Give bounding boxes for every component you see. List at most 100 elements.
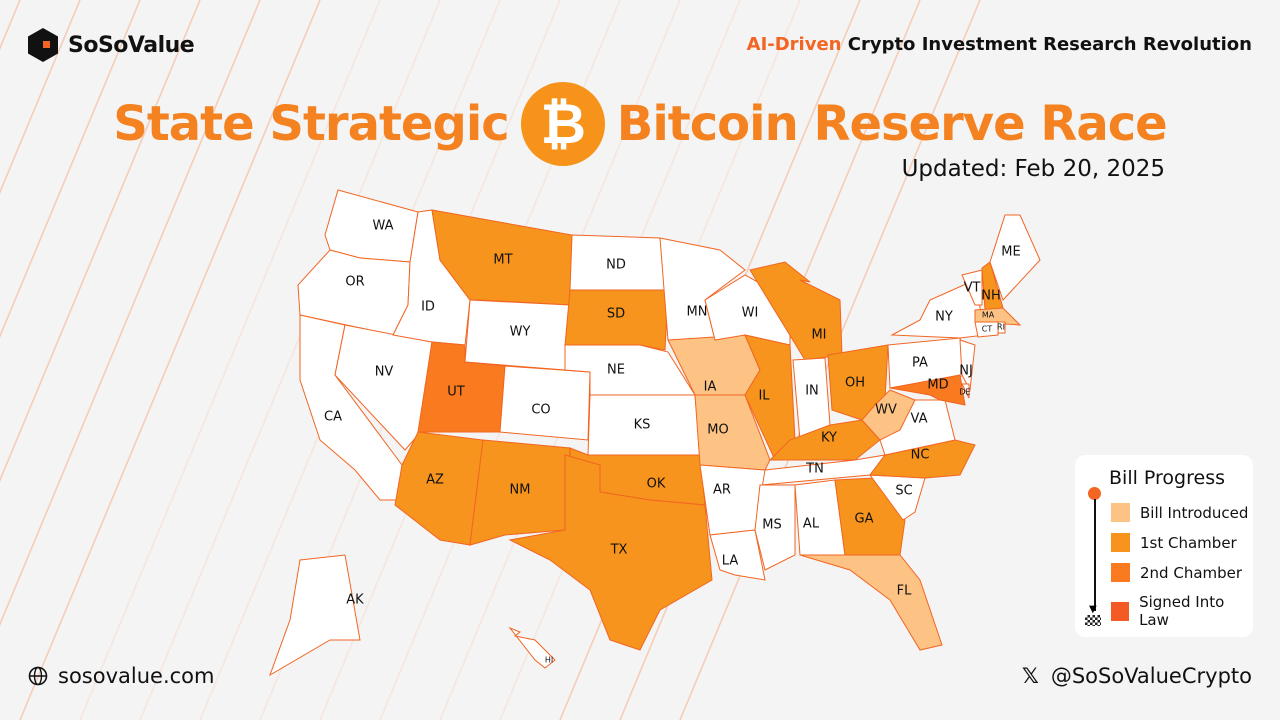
state-hi (508, 626, 556, 669)
state-label-wa: WA (372, 219, 393, 234)
state-label-ca: CA (324, 410, 342, 425)
updated-date: Updated: Feb 20, 2025 (901, 156, 1165, 182)
state-label-sd: SD (607, 307, 625, 322)
state-label-tx: TX (610, 543, 628, 558)
checkered-flag-icon (1085, 615, 1101, 626)
globe-icon (28, 666, 48, 686)
state-label-ct: CT (982, 325, 993, 334)
state-label-fl: FL (897, 584, 912, 599)
state-label-mt: MT (493, 253, 512, 268)
state-label-ut: UT (447, 385, 465, 400)
background-line (139, 0, 441, 720)
state-label-ri: RI (997, 323, 1005, 332)
state-label-ms: MS (762, 518, 781, 533)
state-label-tn: TN (805, 462, 824, 477)
state-az (394, 431, 484, 546)
title-left: State Strategic (113, 96, 509, 152)
legend-swatch (1111, 533, 1130, 552)
state-label-in: IN (805, 384, 819, 399)
background-line (0, 0, 81, 194)
state-label-il: IL (758, 389, 770, 404)
arrow-down-icon: ▼ (1089, 604, 1097, 615)
state-label-ky: KY (821, 431, 837, 446)
state-ms (754, 484, 796, 571)
website-link[interactable]: sosovalue.com (28, 664, 214, 688)
state-label-ok: OK (647, 477, 666, 492)
state-label-pa: PA (912, 356, 928, 371)
brand-logo: SoSoValue (28, 28, 195, 62)
state-label-nh: NH (981, 289, 1001, 304)
legend-item-introduced: Bill Introduced (1111, 503, 1248, 522)
state-wv (861, 389, 916, 441)
state-label-wv: WV (875, 403, 897, 418)
legend-title: Bill Progress (1109, 467, 1225, 489)
legend-item-signed: Signed Into Law (1111, 593, 1253, 629)
website-text: sosovalue.com (58, 664, 215, 688)
state-label-de: DE (959, 388, 970, 397)
state-fl (799, 554, 943, 651)
background-line (0, 0, 201, 482)
state-label-mo: MO (707, 423, 728, 438)
legend-swatch (1111, 503, 1130, 522)
state-sd (564, 289, 669, 351)
background-line (0, 0, 141, 338)
background-line (0, 0, 261, 626)
state-label-oh: OH (845, 376, 865, 391)
state-label-nj: NJ (959, 364, 973, 379)
logo-icon (28, 28, 58, 62)
state-label-la: LA (722, 554, 739, 569)
social-link[interactable]: 𝕏 @SoSoValueCrypto (1022, 664, 1252, 688)
state-ak (269, 554, 361, 677)
state-label-nd: ND (606, 258, 626, 273)
legend-label: 1st Chamber (1140, 533, 1237, 552)
state-label-id: ID (421, 300, 435, 315)
state-label-az: AZ (426, 473, 444, 488)
legend-item-first: 1st Chamber (1111, 533, 1237, 552)
state-label-hi: HI (545, 656, 553, 665)
state-label-sc: SC (895, 484, 912, 499)
state-label-ny: NY (935, 310, 953, 325)
tagline-text: Crypto Investment Research Revolution (841, 34, 1252, 55)
tagline-accent: AI-Driven (746, 34, 842, 55)
state-label-or: OR (345, 275, 364, 290)
legend-label: Signed Into Law (1139, 593, 1225, 629)
legend-swatch (1111, 601, 1130, 621)
state-label-va: VA (911, 412, 928, 427)
state-label-mi: MI (811, 328, 826, 343)
state-label-ar: AR (713, 483, 731, 498)
state-label-nm: NM (510, 483, 531, 498)
brand-name: SoSoValue (68, 32, 195, 58)
state-label-ne: NE (607, 363, 625, 378)
social-handle: @SoSoValueCrypto (1050, 664, 1252, 688)
state-ma (974, 307, 1022, 326)
state-label-ga: GA (855, 512, 874, 527)
state-label-ks: KS (634, 418, 651, 433)
legend-label: Bill Introduced (1140, 503, 1249, 522)
background-line (79, 0, 381, 720)
progress-start-icon (1088, 487, 1101, 500)
state-mo (694, 394, 771, 471)
state-md (889, 374, 966, 406)
legend-swatch (1111, 563, 1130, 582)
state-mi (749, 261, 843, 361)
state-label-ma: MA (982, 311, 995, 320)
state-label-ia: IA (704, 380, 717, 395)
state-label-wi: WI (742, 306, 759, 321)
state-la (709, 529, 766, 581)
state-ri (997, 321, 1006, 334)
title-right: Bitcoin Reserve Race (616, 96, 1168, 152)
state-label-nc: NC (911, 448, 930, 463)
state-tx (508, 454, 713, 651)
state-label-wy: WY (510, 325, 531, 340)
state-label-md: MD (927, 378, 948, 393)
state-label-me: ME (1001, 245, 1020, 260)
legend-item-second: 2nd Chamber (1111, 563, 1242, 582)
state-ct (974, 321, 999, 338)
background-line (19, 0, 321, 720)
state-label-ak: AK (346, 593, 364, 608)
state-label-vt: VT (964, 281, 981, 296)
bitcoin-icon: ₿ (520, 82, 605, 166)
legend: Bill Progress ▼ Bill Introduced 1st Cham… (1075, 455, 1253, 637)
progress-line (1094, 499, 1096, 611)
